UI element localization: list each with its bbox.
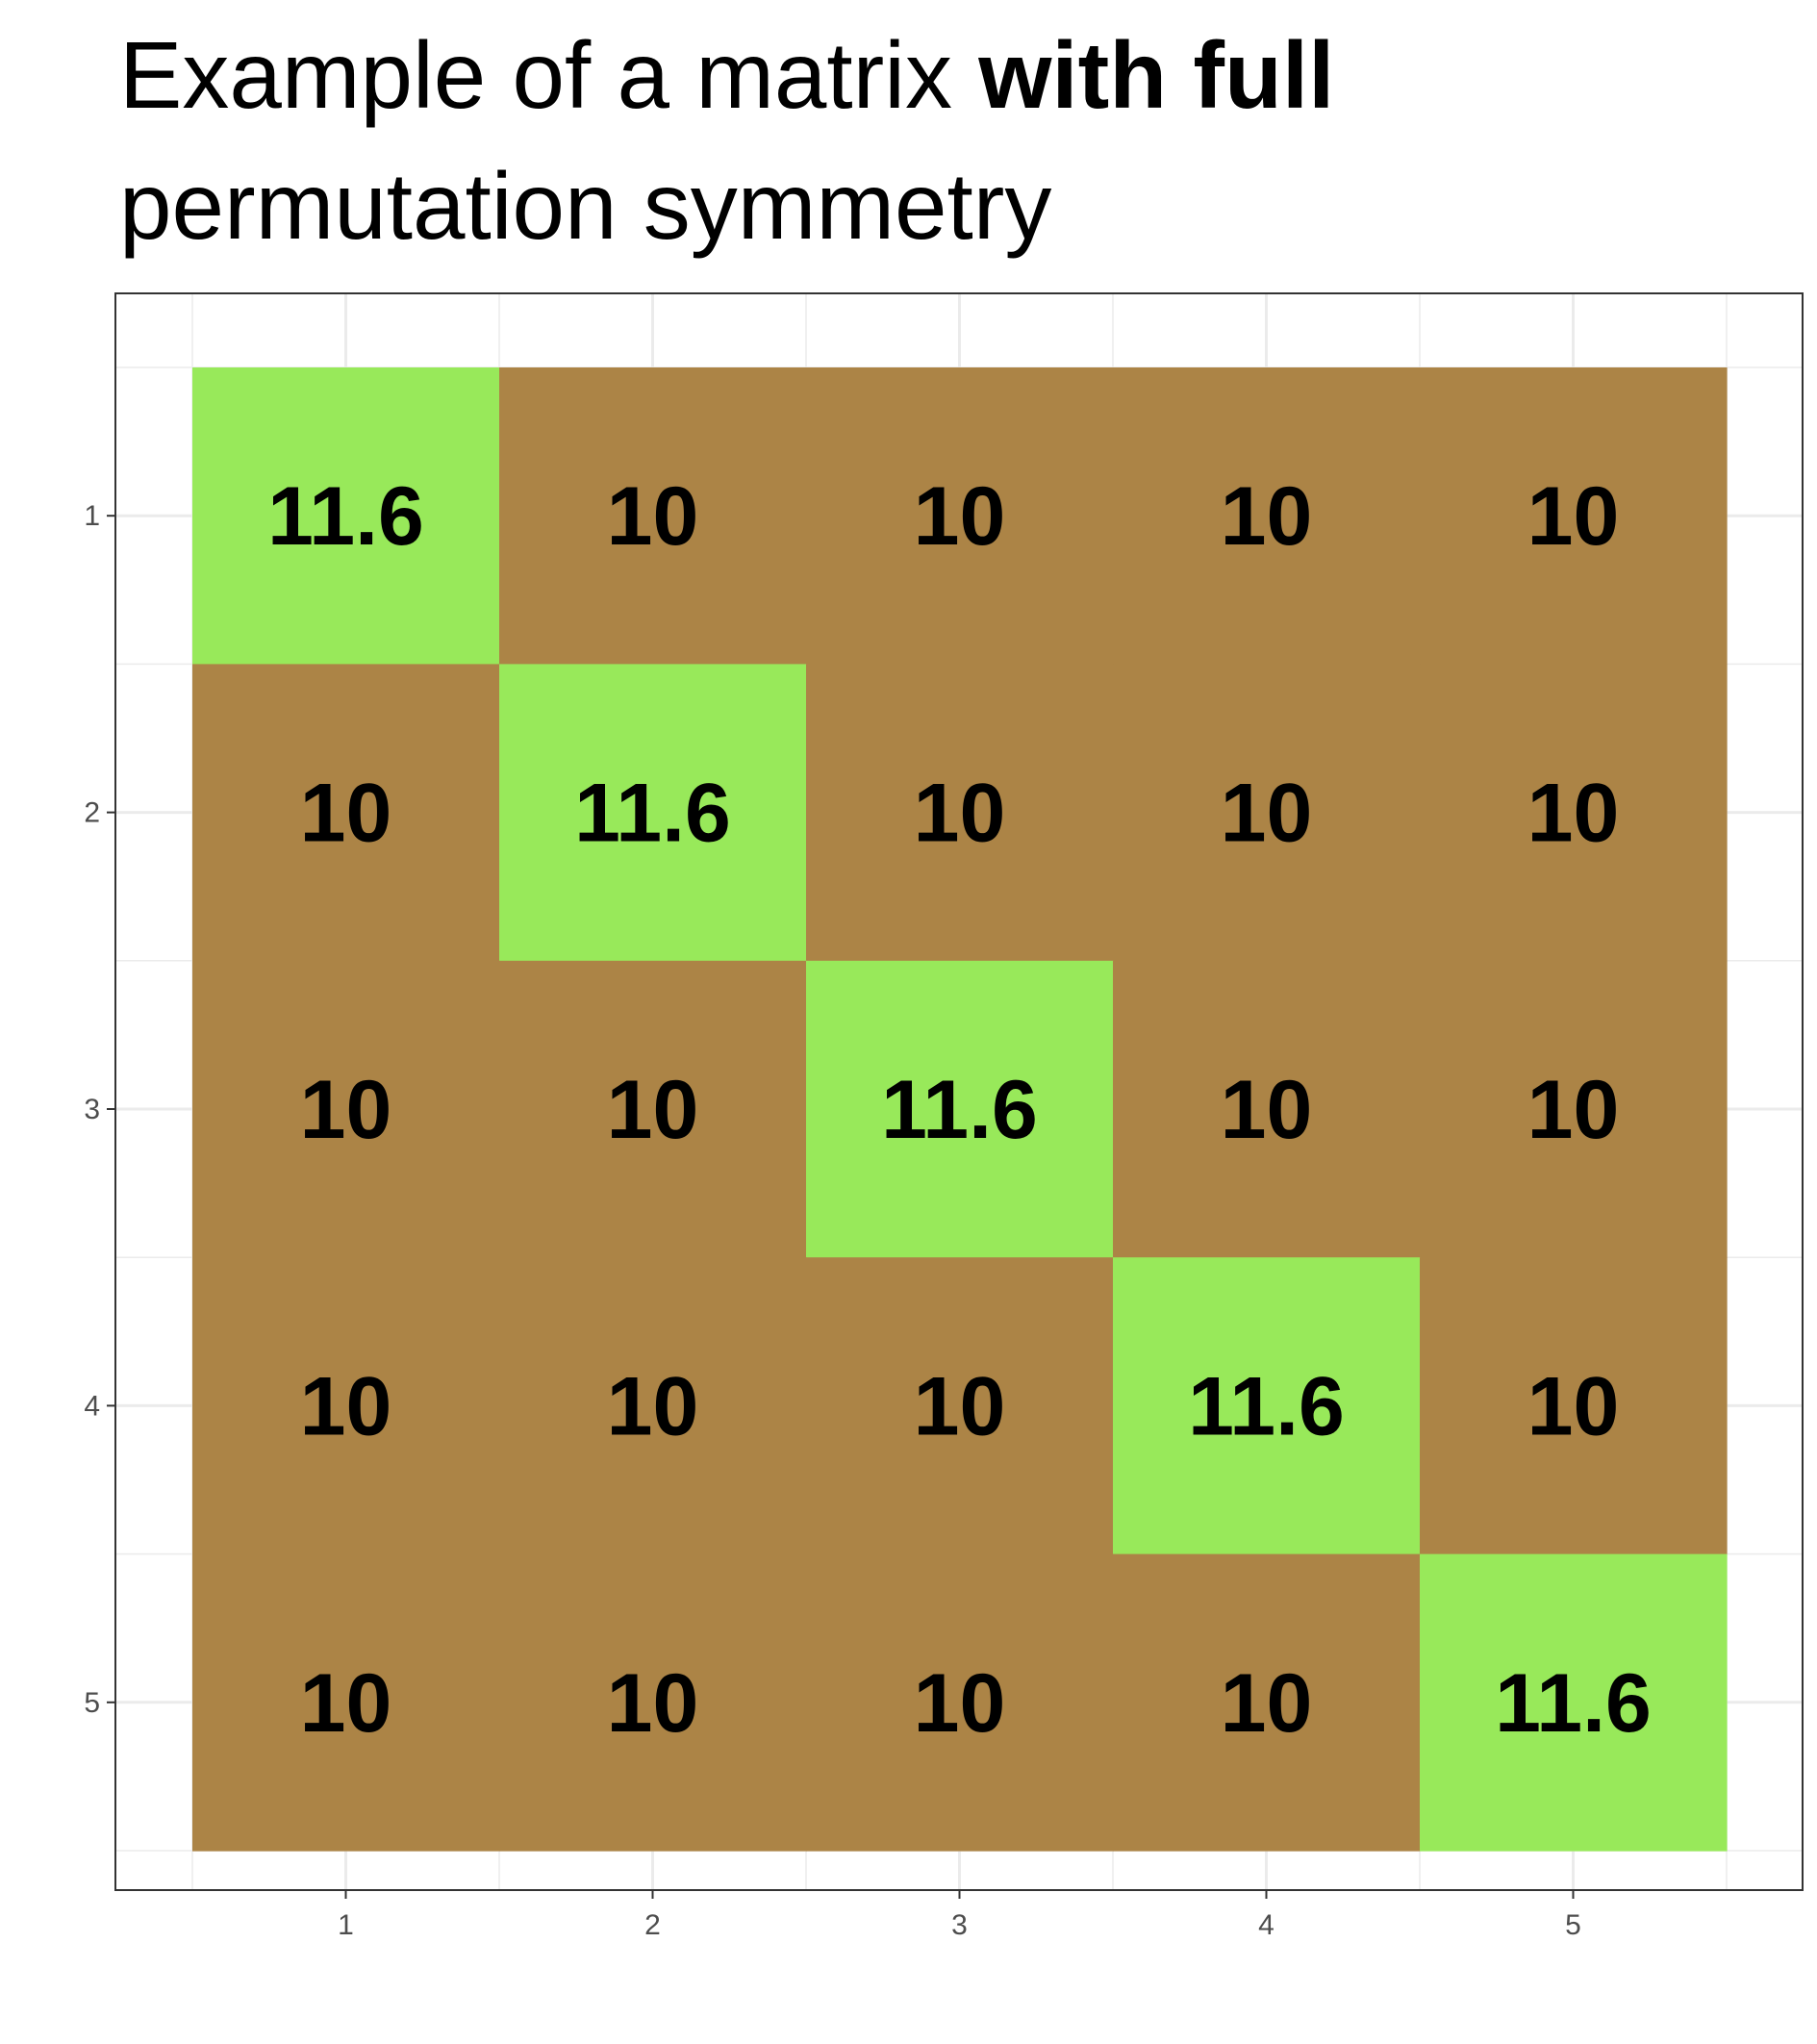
x-tick-label-2: 2	[644, 1909, 661, 1941]
chart-title-part-3: permutation symmetry	[119, 153, 1052, 259]
y-tick-label-4: 4	[84, 1390, 100, 1422]
chart-title-part-1: Example of a matrix	[119, 22, 979, 128]
cell-label-r1-c1: 11.6	[267, 470, 424, 563]
x-tick-label-4: 4	[1258, 1909, 1274, 1941]
y-tick-label-2: 2	[84, 797, 100, 829]
cell-label-r5-c5: 11.6	[1495, 1657, 1652, 1750]
cell-label-r1-c2: 10	[607, 470, 699, 563]
x-tick-label-5: 5	[1565, 1909, 1581, 1941]
y-tick-label-3: 3	[84, 1094, 100, 1125]
heatmap-cell-r2-c5	[1420, 664, 1728, 962]
heatmap-cells	[192, 367, 1728, 1852]
cell-label-r1-c5: 10	[1527, 470, 1620, 563]
heatmap-cell-r4-c2	[499, 1257, 807, 1555]
heatmap-cell-r1-c1	[192, 367, 500, 665]
heatmap-cell-r3-c4	[1113, 960, 1421, 1258]
cell-label-r3-c5: 10	[1527, 1064, 1620, 1156]
cell-label-r3-c3: 11.6	[881, 1064, 1038, 1156]
y-tick-label-5: 5	[84, 1687, 100, 1719]
cell-label-r5-c3: 10	[914, 1657, 1006, 1750]
cell-label-r2-c2: 11.6	[574, 768, 731, 860]
cell-label-r2-c3: 10	[914, 768, 1006, 860]
cell-label-r3-c2: 10	[607, 1064, 699, 1156]
heatmap-cell-r5-c2	[499, 1553, 807, 1852]
heatmap-cell-r1-c5	[1420, 367, 1728, 665]
heatmap-cell-r1-c2	[499, 367, 807, 665]
y-tick-label-1: 1	[84, 500, 100, 532]
heatmap-cell-r2-c4	[1113, 664, 1421, 962]
cell-label-r4-c5: 10	[1527, 1360, 1620, 1452]
heatmap-cell-r2-c3	[806, 664, 1114, 962]
x-tick-label-3: 3	[951, 1909, 968, 1941]
heatmap-cell-r2-c1	[192, 664, 500, 962]
heatmap-cell-r5-c1	[192, 1553, 500, 1852]
cell-label-r5-c2: 10	[607, 1657, 699, 1750]
heatmap-cell-r1-c4	[1113, 367, 1421, 665]
cell-label-r5-c4: 10	[1221, 1657, 1313, 1750]
cell-label-r4-c4: 11.6	[1188, 1360, 1345, 1452]
cell-label-r3-c1: 10	[300, 1064, 392, 1156]
heatmap-cell-r3-c5	[1420, 960, 1728, 1258]
x-tick-label-1: 1	[338, 1909, 354, 1941]
y-axis: 1 2 3 4 5	[84, 500, 115, 1719]
heatmap-cell-r5-c5	[1420, 1553, 1728, 1852]
heatmap-cell-r3-c1	[192, 960, 500, 1258]
heatmap-cell-r4-c4	[1113, 1257, 1421, 1555]
cell-label-r3-c4: 10	[1221, 1064, 1313, 1156]
cell-label-r2-c4: 10	[1221, 768, 1313, 860]
heatmap-cell-r3-c2	[499, 960, 807, 1258]
cell-label-r1-c3: 10	[914, 470, 1006, 563]
cell-label-r2-c5: 10	[1527, 768, 1620, 860]
cell-label-r5-c1: 10	[300, 1657, 392, 1750]
cell-label-r4-c1: 10	[300, 1360, 392, 1452]
cell-label-r4-c3: 10	[914, 1360, 1006, 1452]
heatmap-cell-r4-c5	[1420, 1257, 1728, 1555]
cell-label-r1-c4: 10	[1221, 470, 1313, 563]
cell-label-r2-c1: 10	[300, 768, 392, 860]
heatmap-cell-r5-c3	[806, 1553, 1114, 1852]
x-axis: 1 2 3 4 5	[338, 1890, 1581, 1941]
cell-labels: 11.6 10 10 10 10 10 11.6 10 10 10 10 10 11.6 10 10 10 10…	[267, 470, 1652, 1750]
chart-title: Example of a matrix with full permutation…	[119, 10, 1754, 271]
heatmap-cell-r5-c4	[1113, 1553, 1421, 1852]
heatmap-cell-r4-c3	[806, 1257, 1114, 1555]
heatmap-cell-r1-c3	[806, 367, 1114, 665]
heatmap-cell-r2-c2	[499, 664, 807, 962]
heatmap-cell-r4-c1	[192, 1257, 500, 1555]
heatmap-cell-r3-c3	[806, 960, 1114, 1258]
cell-label-r4-c2: 10	[607, 1360, 699, 1452]
chart-title-part-2: with full	[978, 22, 1335, 128]
